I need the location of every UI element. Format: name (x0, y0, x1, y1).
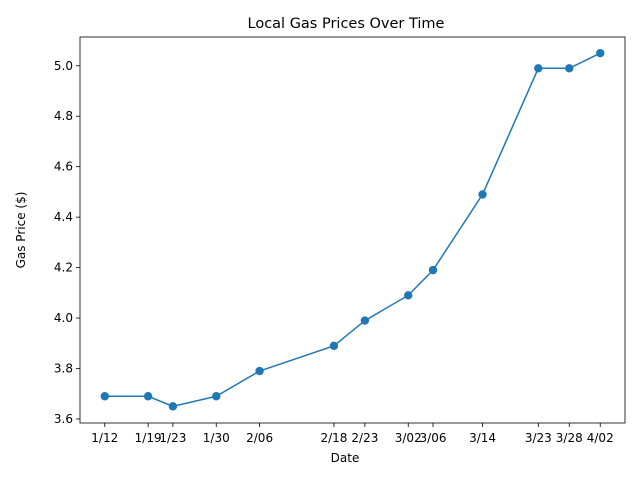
y-axis: 3.6 3.8 4.0 4.2 4.4 4.6 4.8 5.0 (54, 59, 80, 426)
data-point (428, 265, 438, 275)
x-tick-label: 1/19 (135, 431, 162, 445)
y-tick-label: 4.4 (54, 210, 73, 224)
y-tick-label: 4.6 (54, 160, 73, 174)
data-points (100, 48, 605, 411)
series-line (104, 52, 601, 408)
x-tick-label: 3/02 (395, 431, 422, 445)
y-axis-label: Gas Price ($) (14, 192, 28, 269)
x-tick-label: 3/28 (556, 431, 583, 445)
y-tick-label: 3.6 (54, 412, 73, 426)
x-tick-label: 4/02 (587, 431, 614, 445)
y-tick-label: 4.0 (54, 311, 73, 325)
x-tick-label: 3/14 (469, 431, 496, 445)
data-point (255, 366, 264, 376)
data-point (143, 392, 153, 401)
data-point (168, 402, 178, 411)
chart-title: Local Gas Prices Over Time (248, 16, 445, 32)
y-tick-label: 3.8 (54, 362, 73, 376)
x-tick-label: 3/23 (525, 431, 552, 445)
y-tick-label: 4.8 (54, 109, 73, 123)
data-point (404, 291, 413, 300)
data-point (100, 392, 109, 401)
data-point (534, 64, 543, 73)
x-tick-label: 2/18 (320, 431, 347, 445)
y-tick-label: 4.2 (54, 261, 73, 275)
x-tick-label: 1/23 (159, 431, 186, 445)
data-point (478, 190, 487, 199)
data-point (329, 341, 339, 350)
data-point (565, 64, 574, 73)
data-point (360, 316, 370, 325)
plot-frame (79, 36, 626, 424)
x-tick-label: 3/06 (420, 431, 447, 445)
x-tick-label: 2/23 (351, 431, 378, 445)
y-tick-label: 5.0 (54, 59, 73, 73)
x-tick-label: 1/12 (91, 431, 118, 445)
x-tick-label: 2/06 (246, 431, 273, 445)
x-axis: 1/12 1/191/23 1/30 2/06 2/18 2/23 3/023/06 3/14… (91, 423, 614, 445)
x-axis-label: Date (331, 451, 360, 465)
data-point (596, 48, 605, 58)
data-point (212, 392, 221, 401)
x-tick-label: 1/30 (203, 431, 230, 445)
